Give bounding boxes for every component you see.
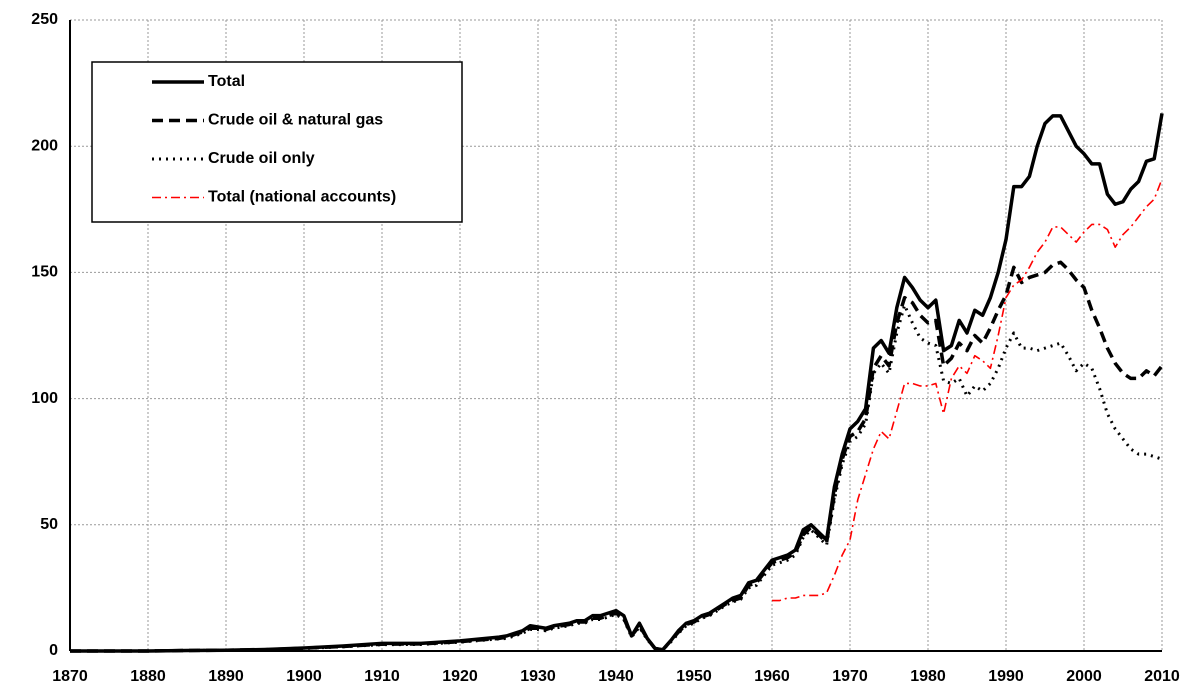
- x-tick-label: 1940: [598, 668, 634, 685]
- y-tick-label: 50: [40, 516, 58, 533]
- x-tick-label: 1960: [754, 668, 790, 685]
- x-tick-label: 2000: [1066, 668, 1102, 685]
- legend-label: Crude oil & natural gas: [208, 112, 383, 129]
- series-line: [772, 178, 1163, 602]
- x-tick-label: 1920: [442, 668, 478, 685]
- x-tick-label: 1930: [520, 668, 556, 685]
- y-tick-label: 150: [31, 264, 58, 281]
- x-tick-label: 1950: [676, 668, 712, 685]
- y-tick-label: 100: [31, 390, 58, 407]
- x-tick-label: 1910: [364, 668, 400, 685]
- y-tick-label: 200: [31, 137, 58, 154]
- x-tick-label: 2010: [1144, 668, 1180, 685]
- x-tick-label: 1880: [130, 668, 166, 685]
- legend: Total Crude oil & natural gas Crude oil on…: [91, 61, 463, 223]
- x-tick-label: 1970: [832, 668, 868, 685]
- x-tick-label: 1890: [208, 668, 244, 685]
- x-tick-label: 1900: [286, 668, 322, 685]
- y-tick-label: 250: [31, 11, 58, 28]
- y-tick-label: 0: [49, 642, 58, 659]
- series-line: [70, 303, 1163, 653]
- legend-label: Total: [208, 73, 245, 90]
- legend-box: [91, 61, 463, 223]
- legend-label: Crude oil only: [208, 150, 315, 167]
- legend-label: Total (national accounts): [208, 189, 396, 206]
- x-tick-label: 1990: [988, 668, 1024, 685]
- x-tick-label: 1980: [910, 668, 946, 685]
- series-line: [70, 113, 1164, 653]
- x-tick-label: 1870: [52, 668, 88, 685]
- series-line: [70, 260, 1164, 653]
